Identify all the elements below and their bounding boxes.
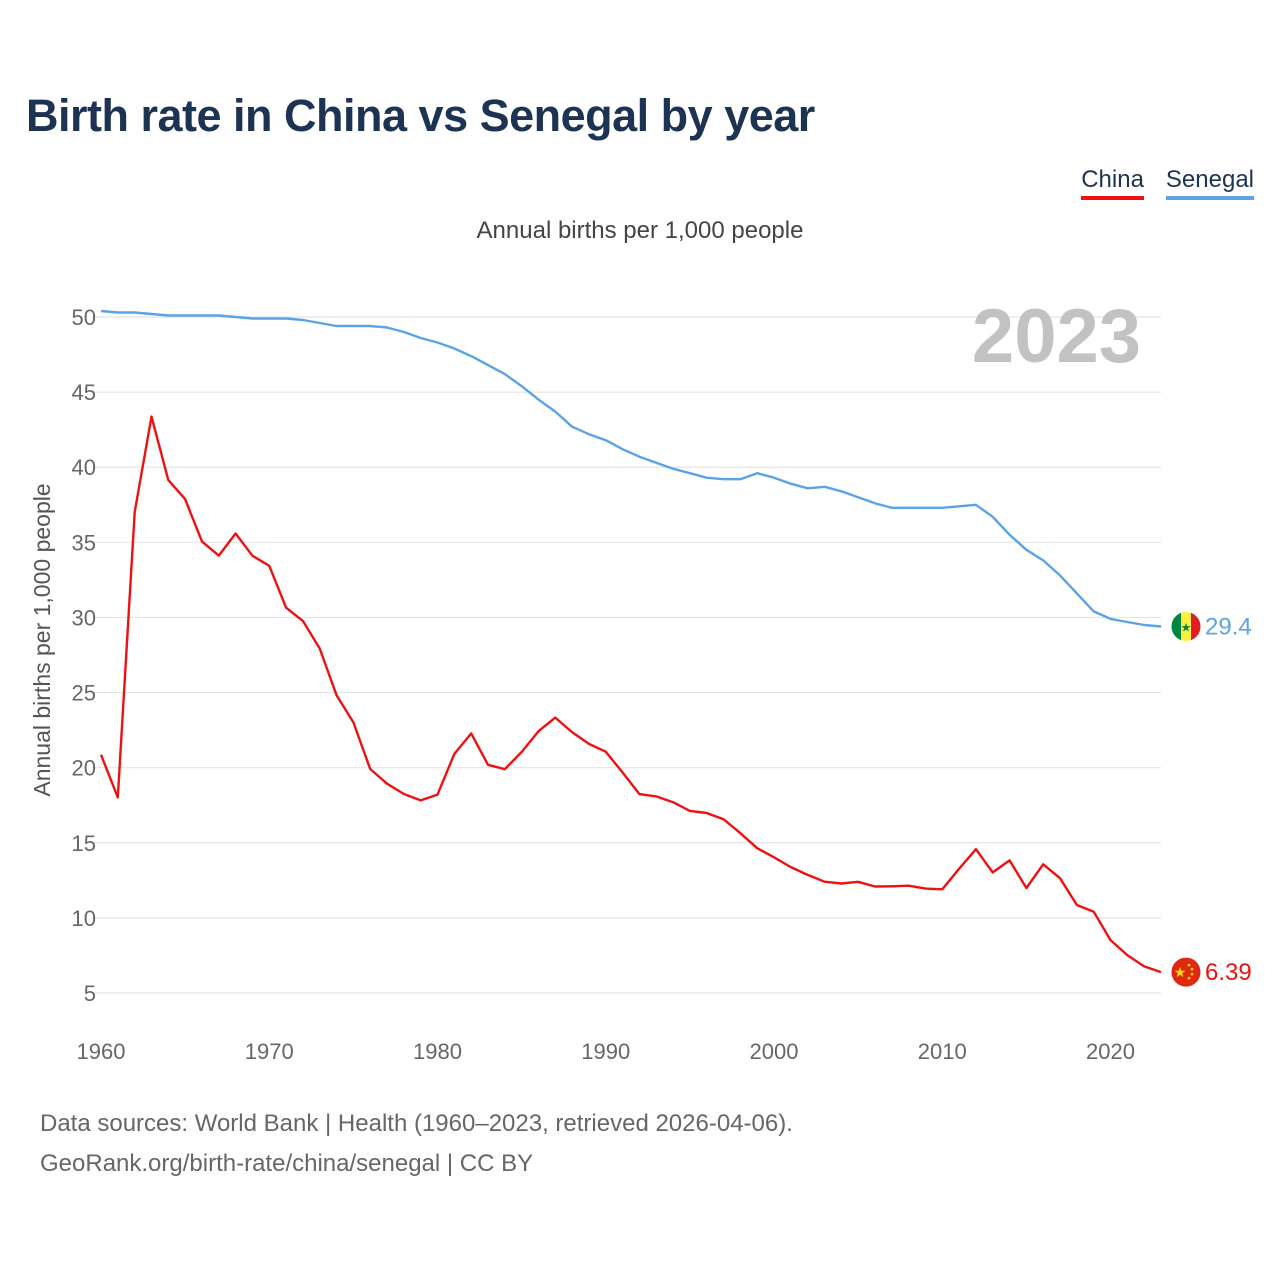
chart-subtitle: Annual births per 1,000 people bbox=[476, 217, 804, 244]
china-flag-icon: ★ bbox=[1170, 956, 1202, 988]
legend-item-china[interactable]: China bbox=[1081, 166, 1144, 200]
chart-title: Birth rate in China vs Senegal by year bbox=[26, 90, 815, 141]
legend-label-senegal: Senegal bbox=[1165, 166, 1254, 193]
svg-text:★: ★ bbox=[1181, 620, 1192, 634]
footer-sources: Data sources: World Bank | Health (1960–… bbox=[40, 1110, 793, 1137]
y-tick-label: 10 bbox=[72, 906, 96, 931]
y-tick-label: 5 bbox=[84, 981, 96, 1006]
series-line-china[interactable] bbox=[99, 415, 1162, 974]
end-value-label-china: 6.39 bbox=[1205, 959, 1252, 986]
year-watermark: 2023 bbox=[972, 294, 1141, 379]
series-end-markers: ★ 6.39 ★ 29.4 bbox=[1170, 610, 1252, 988]
y-tick-label: 30 bbox=[72, 605, 96, 630]
x-axis-ticks: 1960 1970 1980 1990 2000 2010 2020 bbox=[77, 1039, 1135, 1064]
gridlines bbox=[92, 316, 1161, 994]
y-tick-label: 20 bbox=[72, 756, 96, 781]
end-value-label-senegal: 29.4 bbox=[1205, 613, 1252, 640]
legend: China Senegal bbox=[1081, 166, 1254, 200]
y-axis-ticks: 5 10 15 20 25 30 35 40 45 50 bbox=[72, 305, 96, 1006]
y-tick-label: 50 bbox=[72, 305, 96, 330]
y-tick-label: 25 bbox=[72, 681, 96, 706]
series-lines bbox=[99, 309, 1162, 974]
footer: Data sources: World Bank | Health (1960–… bbox=[40, 1104, 793, 1184]
y-axis-label: Annual births per 1,000 people bbox=[29, 483, 55, 796]
x-tick-label: 1990 bbox=[581, 1039, 630, 1064]
legend-swatch-china bbox=[1081, 196, 1144, 200]
x-tick-label: 2020 bbox=[1086, 1039, 1135, 1064]
y-tick-label: 45 bbox=[72, 380, 96, 405]
x-tick-label: 1980 bbox=[413, 1039, 462, 1064]
legend-label-china: China bbox=[1081, 166, 1144, 193]
y-tick-label: 40 bbox=[72, 455, 96, 480]
x-tick-label: 1970 bbox=[245, 1039, 294, 1064]
x-tick-label: 2000 bbox=[750, 1039, 799, 1064]
series-line-senegal[interactable] bbox=[100, 309, 1162, 628]
svg-text:★: ★ bbox=[1174, 965, 1187, 981]
legend-swatch-senegal bbox=[1165, 196, 1254, 200]
y-tick-label: 35 bbox=[72, 530, 96, 555]
y-tick-label: 15 bbox=[72, 831, 96, 856]
legend-item-senegal[interactable]: Senegal bbox=[1165, 166, 1254, 200]
footer-attribution: GeoRank.org/birth-rate/china/senegal | C… bbox=[40, 1150, 534, 1177]
x-tick-label: 2010 bbox=[918, 1039, 967, 1064]
x-tick-label: 1960 bbox=[77, 1039, 126, 1064]
senegal-flag-icon: ★ bbox=[1170, 610, 1202, 642]
